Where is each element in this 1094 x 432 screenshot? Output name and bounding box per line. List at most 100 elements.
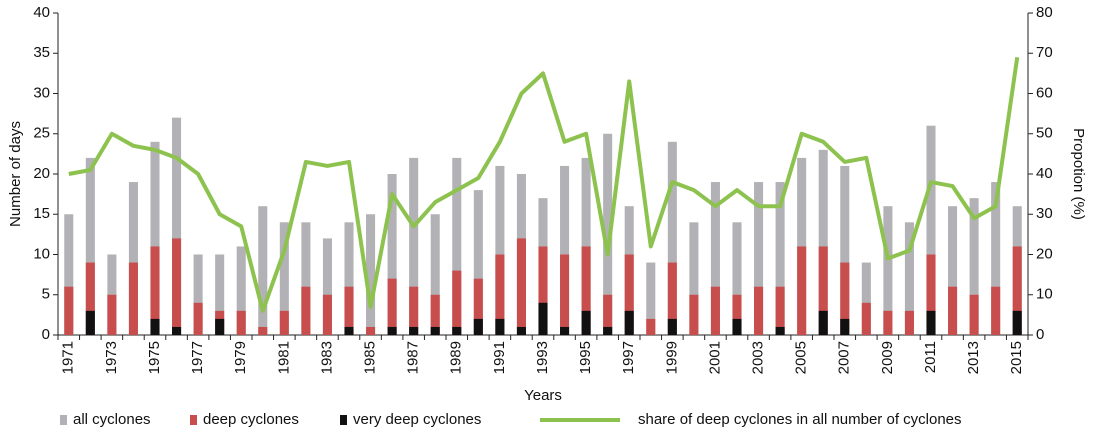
bar [581,310,591,335]
bar [452,157,462,335]
bar [344,286,354,335]
bar [818,310,828,335]
bar [387,326,397,335]
bar [193,302,203,335]
legend-label: deep cyclones [203,411,299,428]
y-tick-label: 20 [33,165,50,182]
bar [516,326,526,335]
bar [797,246,807,335]
x-tick-label: 2003 [750,341,767,374]
bar [710,182,720,335]
x-tick-label: 2005 [793,341,810,374]
bar [603,294,613,335]
bar [215,318,225,335]
bar [409,286,419,335]
bar [646,262,656,335]
x-tick-label: 1979 [232,341,249,374]
x-tick-label: 1977 [189,341,206,374]
bar [689,222,699,335]
x-tick-label: 2011 [922,341,939,373]
bar [452,326,462,335]
bar [861,302,871,335]
bar [883,310,893,335]
y2-axis-title: Propotion (%) [1070,128,1087,220]
y-tick-label: 25 [33,125,50,142]
bar [387,174,397,335]
bar [603,133,613,335]
x-tick-label: 1991 [491,341,508,374]
bar [991,182,1001,335]
bar [85,157,95,335]
bar [236,246,246,335]
legend-label: share of deep cyclones in all number of … [638,411,962,428]
y2-tick-label: 10 [1036,286,1053,303]
x-tick-label: 1971 [60,341,77,374]
bar [840,165,850,335]
x-tick-label: 1981 [275,341,292,374]
bar [775,286,785,335]
bar [172,326,182,335]
bar [861,262,871,335]
bar [301,286,311,335]
bar [754,182,764,335]
bar [775,182,785,335]
bar [150,141,160,335]
bar [732,294,742,335]
x-tick-label: 1993 [534,341,551,374]
bar [904,222,914,335]
bar [64,214,74,335]
y2-tick-label: 30 [1036,205,1053,222]
bar [883,206,893,335]
bar [646,318,656,335]
y2-tick-label: 0 [1036,326,1044,343]
x-tick-label: 1987 [405,341,422,374]
bar [107,294,117,335]
y-tick-label: 5 [42,286,50,303]
bar [322,294,332,335]
x-tick-label: 2001 [706,341,723,374]
bar [258,326,268,335]
bar [473,190,483,335]
y-tick-label: 10 [33,245,50,262]
bar [689,294,699,335]
bar [344,222,354,335]
bar [85,262,95,335]
y2-tick-label: 50 [1036,125,1053,142]
bar [172,238,182,335]
x-tick-label: 1975 [146,341,163,374]
x-tick-label: 1985 [362,341,379,374]
bar [926,310,936,335]
bar [258,206,268,335]
bar [560,254,570,335]
bar [172,117,182,336]
bar [775,326,785,335]
y-tick-label: 0 [42,326,50,343]
bar [430,294,440,335]
bar [128,262,138,335]
bar [279,222,289,335]
bar [754,286,764,335]
bar [948,206,958,335]
y2-tick-label: 20 [1036,245,1053,262]
bar [732,318,742,335]
x-tick-label: 2007 [836,341,853,374]
x-tick-label: 2015 [1008,341,1025,374]
y-tick-label: 40 [33,4,50,21]
bar [473,318,483,335]
bar [667,318,677,335]
y2-tick-label: 60 [1036,84,1053,101]
x-tick-label: 1995 [577,341,594,374]
bar [969,294,979,335]
bar [279,310,289,335]
bar [366,214,376,335]
x-tick-label: 1997 [620,341,637,374]
bar [581,246,591,335]
bar [624,254,634,335]
bar [452,270,462,335]
bar [193,254,203,335]
bar [516,238,526,335]
bar [344,326,354,335]
bar [322,238,332,335]
bar [366,326,376,335]
